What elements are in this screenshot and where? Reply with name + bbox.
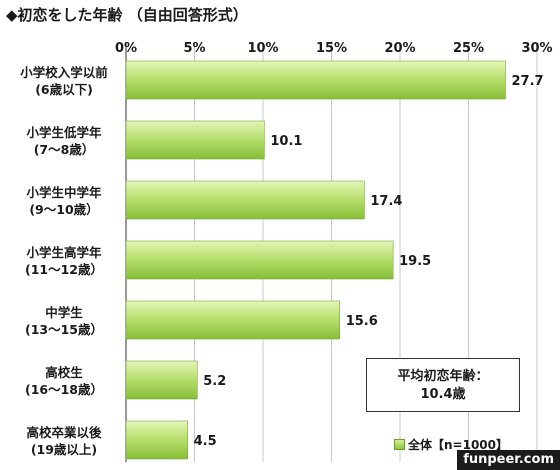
category-label: 中学生	[45, 305, 83, 320]
chart-title: ◆初恋をした年齢 （自由回答形式）	[6, 6, 248, 24]
category-sublabel: (6歳以下)	[35, 82, 93, 97]
legend-swatch	[394, 439, 405, 450]
category-sublabel: (11～12歳）	[25, 262, 103, 277]
x-tick-label: 0%	[115, 41, 137, 56]
value-label: 10.1	[270, 134, 302, 149]
value-label: 15.6	[346, 314, 378, 329]
category-label: 小学生中学年	[25, 185, 102, 200]
bar	[125, 360, 198, 400]
x-tick-label: 10%	[247, 41, 278, 56]
category-label: 高校生	[45, 365, 83, 380]
value-label: 17.4	[370, 194, 402, 209]
category-label: 小学校入学以前	[19, 65, 108, 80]
average-annotation: 平均初恋年齢： 10.4歳	[366, 358, 520, 412]
category-label: 高校卒業以後	[26, 425, 102, 440]
category-labels: 小学校入学以前 (6歳以下) 小学生低学年 (7～8歳） 小学生中学年 (9～10歳） 小学…	[19, 65, 108, 457]
value-label: 4.5	[194, 434, 217, 449]
watermark: funpeer.com	[457, 450, 560, 470]
value-labels: 27.7 10.1 17.4 19.5 15.6 5.2 4.5	[194, 74, 544, 449]
x-tick-label: 25%	[453, 41, 484, 56]
bar	[125, 420, 188, 460]
category-sublabel: (16～18歳）	[25, 382, 103, 397]
category-sublabel: (9～10歳）	[29, 202, 98, 217]
x-tick-label: 5%	[183, 41, 205, 56]
average-label: 平均初恋年齢：	[397, 369, 489, 384]
category-label: 小学生低学年	[25, 125, 102, 140]
value-label: 19.5	[399, 254, 431, 269]
x-axis-ticks: 0% 5% 10% 15% 20% 25% 30%	[115, 41, 553, 56]
value-label: 27.7	[511, 74, 543, 89]
x-tick-label: 15%	[316, 41, 347, 56]
x-tick-label: 20%	[384, 41, 415, 56]
bar	[125, 180, 365, 220]
bar	[125, 300, 341, 340]
bar	[125, 120, 265, 160]
category-sublabel: (13～15歳）	[25, 322, 103, 337]
legend: 全体【n=1000】	[394, 436, 508, 453]
x-tick-label: 30%	[521, 41, 552, 56]
value-label: 5.2	[203, 374, 226, 389]
category-sublabel: (7～8歳）	[34, 142, 95, 157]
category-label: 小学生高学年	[25, 245, 102, 260]
category-sublabel: (19歳以上)	[31, 442, 97, 457]
bar	[125, 60, 506, 100]
average-value: 10.4歳	[420, 387, 466, 402]
bar	[125, 240, 394, 280]
legend-label: 全体【n=1000】	[408, 438, 508, 452]
bars	[125, 60, 506, 460]
